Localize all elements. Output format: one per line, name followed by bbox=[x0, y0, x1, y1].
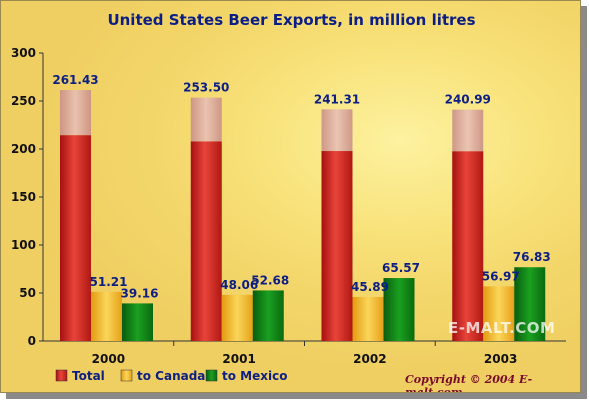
bar-total-2003 bbox=[452, 151, 484, 341]
x-tick-label: 2002 bbox=[353, 352, 386, 366]
bar-chart: 0 50 100 150 200 250 300 2000 2001 2002 2003 261.4… bbox=[11, 46, 566, 383]
bar-canada-2002 bbox=[352, 296, 384, 341]
y-tick-label: 100 bbox=[11, 238, 36, 252]
data-label-canada-2000: 51.21 bbox=[90, 275, 128, 289]
legend-label-canada: to Canada bbox=[137, 369, 205, 383]
legend-label-mexico: to Mexico bbox=[222, 369, 287, 383]
bar-canada-2003 bbox=[483, 286, 515, 341]
frame-shadow-bottom bbox=[6, 393, 587, 399]
bar-total-2002-foam bbox=[321, 109, 353, 152]
bar-mexico-2001 bbox=[252, 290, 284, 341]
bar-total-2003-foam bbox=[452, 109, 484, 152]
data-label-total-2003: 240.99 bbox=[445, 93, 491, 107]
watermark-text: E-MALT.COM bbox=[448, 319, 556, 337]
bar-canada-2001 bbox=[221, 294, 253, 341]
data-label-mexico-2000: 39.16 bbox=[121, 286, 159, 300]
data-label-mexico-2003: 76.83 bbox=[513, 250, 551, 264]
bar-mexico-2003 bbox=[514, 267, 546, 341]
data-label-canada-2001: 48.06 bbox=[220, 278, 258, 292]
y-tick-label: 150 bbox=[11, 190, 36, 204]
bar-total-2000-foam bbox=[60, 90, 91, 136]
data-label-canada-2002: 45.89 bbox=[351, 280, 389, 294]
data-label-total-2001: 253.50 bbox=[183, 81, 229, 95]
data-label-total-2000: 261.43 bbox=[52, 73, 98, 87]
chart-frame: United States Beer Exports, in million l… bbox=[0, 0, 581, 393]
x-tick-label: 2001 bbox=[222, 352, 255, 366]
legend-label-total: Total bbox=[72, 369, 105, 383]
bar-canada-2000 bbox=[91, 291, 122, 341]
data-label-mexico-2001: 52.68 bbox=[251, 273, 289, 287]
x-tick-label: 2000 bbox=[92, 352, 125, 366]
bar-total-2001 bbox=[190, 141, 222, 341]
frame-shadow-right bbox=[581, 6, 587, 397]
x-tick-label: 2003 bbox=[484, 352, 517, 366]
axes: 0 50 100 150 200 250 300 2000 2001 2002 2003 bbox=[11, 46, 566, 366]
y-tick-label: 200 bbox=[11, 142, 36, 156]
legend-swatch-total bbox=[55, 369, 68, 382]
y-tick-label: 250 bbox=[11, 94, 36, 108]
data-label-mexico-2002: 65.57 bbox=[382, 261, 420, 275]
copyright-text: Copyright © 2004 E-malt.com bbox=[405, 373, 533, 393]
bar-total-2000 bbox=[60, 135, 91, 341]
legend: Total to Canada to Mexico bbox=[55, 369, 287, 383]
y-tick-label: 50 bbox=[19, 286, 36, 300]
data-label-canada-2003: 56.97 bbox=[482, 269, 520, 283]
bar-mexico-2002 bbox=[383, 278, 415, 341]
bars bbox=[60, 90, 546, 341]
data-label-total-2002: 241.31 bbox=[314, 92, 360, 106]
bar-total-2001-foam bbox=[190, 97, 222, 142]
y-tick-label: 300 bbox=[11, 46, 36, 60]
chart-title: United States Beer Exports, in million l… bbox=[107, 11, 476, 29]
bar-mexico-2000 bbox=[122, 303, 153, 341]
legend-swatch-canada bbox=[120, 369, 133, 382]
y-tick-label: 0 bbox=[28, 334, 36, 348]
legend-swatch-mexico bbox=[205, 369, 218, 382]
bar-total-2002 bbox=[321, 151, 353, 341]
